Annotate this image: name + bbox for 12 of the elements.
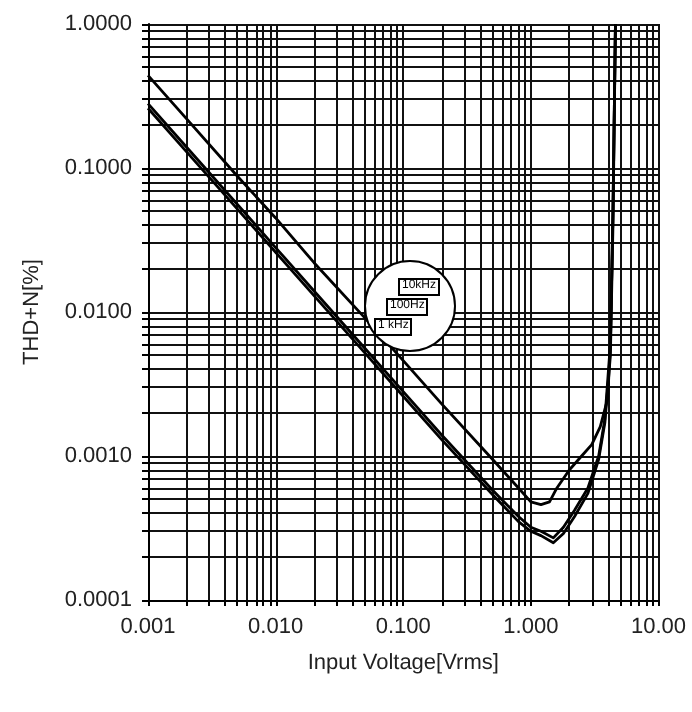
x-axis-title: Input Voltage[Vrms]: [307, 651, 499, 675]
y-axis-title: THD+N[%]: [19, 259, 44, 365]
x-tick-label: 10.00: [630, 615, 686, 639]
x-tick-label: 0.100: [375, 615, 431, 639]
y-tick-label: 0.1000: [64, 156, 132, 180]
x-tick-label: 1.000: [503, 615, 559, 639]
y-tick-label: 0.0100: [64, 300, 132, 324]
y-tick-label: 0.0010: [64, 444, 132, 468]
y-tick-label: 1.0000: [64, 12, 132, 36]
x-tick-label: 0.010: [248, 615, 304, 639]
x-tick-label: 0.001: [120, 615, 176, 639]
y-tick-label: 0.0001: [64, 588, 132, 612]
